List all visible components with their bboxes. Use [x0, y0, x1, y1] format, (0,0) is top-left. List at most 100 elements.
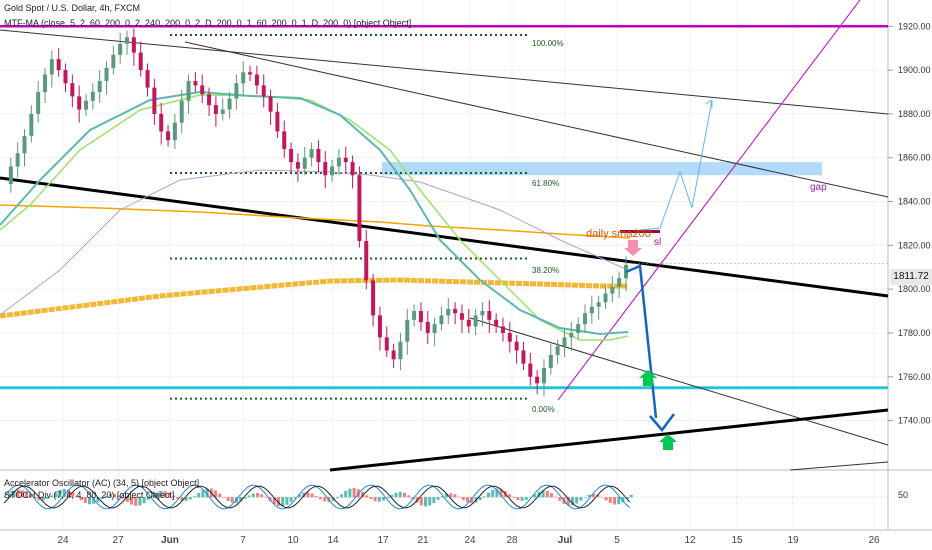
trendline-upper — [0, 29, 889, 115]
oscillator-bar — [558, 497, 562, 501]
time-axis-label: 10 — [287, 535, 299, 546]
sl-marker — [620, 230, 660, 233]
candle-body — [541, 368, 546, 384]
candle-body — [227, 98, 232, 110]
oscillator-bar — [390, 494, 394, 498]
candle-body — [391, 350, 396, 360]
candle-body — [521, 350, 526, 364]
candle-body — [617, 278, 622, 287]
oscillator-bar — [566, 497, 570, 506]
price-axis-label: 1760.00 — [898, 372, 931, 382]
candle-body — [138, 52, 143, 71]
oscillator-bar — [79, 497, 83, 501]
stoch-d-line — [3, 485, 631, 509]
oscillator-bar — [281, 497, 285, 507]
candle-body — [446, 308, 451, 316]
time-axis-label: Jun — [161, 535, 179, 546]
candle-body — [289, 148, 294, 163]
candle-body — [480, 311, 485, 316]
oscillator-bar — [411, 497, 415, 500]
oscillator-bar — [466, 497, 469, 503]
oscillator-bar — [541, 490, 545, 498]
oscillator-bar — [453, 494, 457, 498]
candle-body — [439, 315, 444, 325]
oscillator-bar — [100, 497, 104, 500]
oscillator-bar — [403, 492, 406, 498]
oscillator-bar — [125, 497, 129, 502]
candle-body — [548, 354, 553, 368]
subpane-indicator-1: Accelerator Oscillator (AC) (34, 5) [obj… — [4, 478, 200, 488]
candle-body — [418, 311, 423, 322]
candle-body — [343, 157, 348, 163]
pink-arrow — [624, 240, 642, 256]
candle-body — [49, 59, 54, 75]
oscillator-bar — [571, 497, 574, 506]
candle-body — [43, 74, 48, 92]
candle-body — [596, 302, 601, 307]
candle-body — [500, 326, 505, 333]
oscillator-bar — [394, 492, 398, 498]
candle-body — [371, 280, 376, 316]
oscillator-bar — [512, 497, 516, 498]
price-axis-label: 1880.00 — [898, 109, 931, 119]
oscillator-bar — [348, 488, 352, 498]
oscillator-bar — [205, 488, 209, 498]
oscillator-bar — [29, 495, 33, 498]
candle-body — [302, 157, 307, 169]
oscillator-bar — [214, 490, 217, 498]
forecast-arrowhead — [649, 413, 675, 432]
oscillator-bar — [109, 494, 112, 498]
oscillator-bar — [167, 492, 171, 498]
ma-teal — [0, 90, 629, 336]
candle-body — [309, 148, 314, 158]
oscillator-bar — [508, 494, 511, 498]
oscillator-bar — [440, 496, 444, 498]
oscillator-bar — [230, 497, 234, 503]
oscillator-bar — [142, 497, 146, 504]
candle-body — [350, 162, 355, 176]
oscillator-bar — [20, 490, 24, 498]
candle-body — [152, 87, 157, 114]
candle-body — [56, 59, 61, 71]
time-axis-label: 15 — [731, 535, 743, 546]
price-axis-label: 1840.00 — [898, 197, 931, 207]
time-axis-label: 14 — [327, 535, 339, 546]
oscillator-bar — [596, 494, 600, 498]
green-arrow-2 — [659, 434, 677, 450]
candle-body — [77, 96, 82, 110]
candle-body — [166, 131, 171, 141]
candle-body — [466, 319, 471, 327]
oscillator-bar — [54, 492, 58, 498]
candle-body — [336, 157, 341, 167]
oscillator-bar — [8, 493, 12, 498]
candle-body — [15, 153, 20, 167]
oscillator-bar — [134, 497, 138, 506]
forecast-down-path — [625, 264, 658, 419]
oscillator-bar — [608, 497, 612, 504]
oscillator-bar — [121, 497, 125, 499]
time-axis-label: 27 — [112, 535, 124, 546]
oscillator-bar — [88, 497, 91, 505]
oscillator-bar — [478, 497, 482, 501]
oscillator-bar — [130, 497, 133, 505]
candle-body — [582, 313, 587, 325]
oscillator-bar — [155, 492, 159, 498]
candle-body — [63, 70, 68, 84]
ma-purple-thin-2 — [419, 181, 629, 271]
time-axis-label: 24 — [57, 535, 69, 546]
price-axis-label: 1740.00 — [898, 416, 931, 426]
candle-body — [514, 341, 519, 351]
oscillator-bar — [71, 492, 75, 498]
oscillator-bar — [16, 489, 20, 498]
oscillator-bar — [470, 497, 474, 504]
oscillator-bar — [604, 497, 608, 501]
candle-body — [562, 337, 567, 347]
oscillator-bar — [251, 493, 255, 498]
candle-body — [453, 308, 458, 314]
candle-body — [316, 148, 321, 163]
oscillator-bar — [587, 494, 591, 498]
time-axis-label: 17 — [377, 535, 389, 546]
oscillator-bar — [58, 490, 62, 498]
time-axis-label: 21 — [417, 535, 429, 546]
